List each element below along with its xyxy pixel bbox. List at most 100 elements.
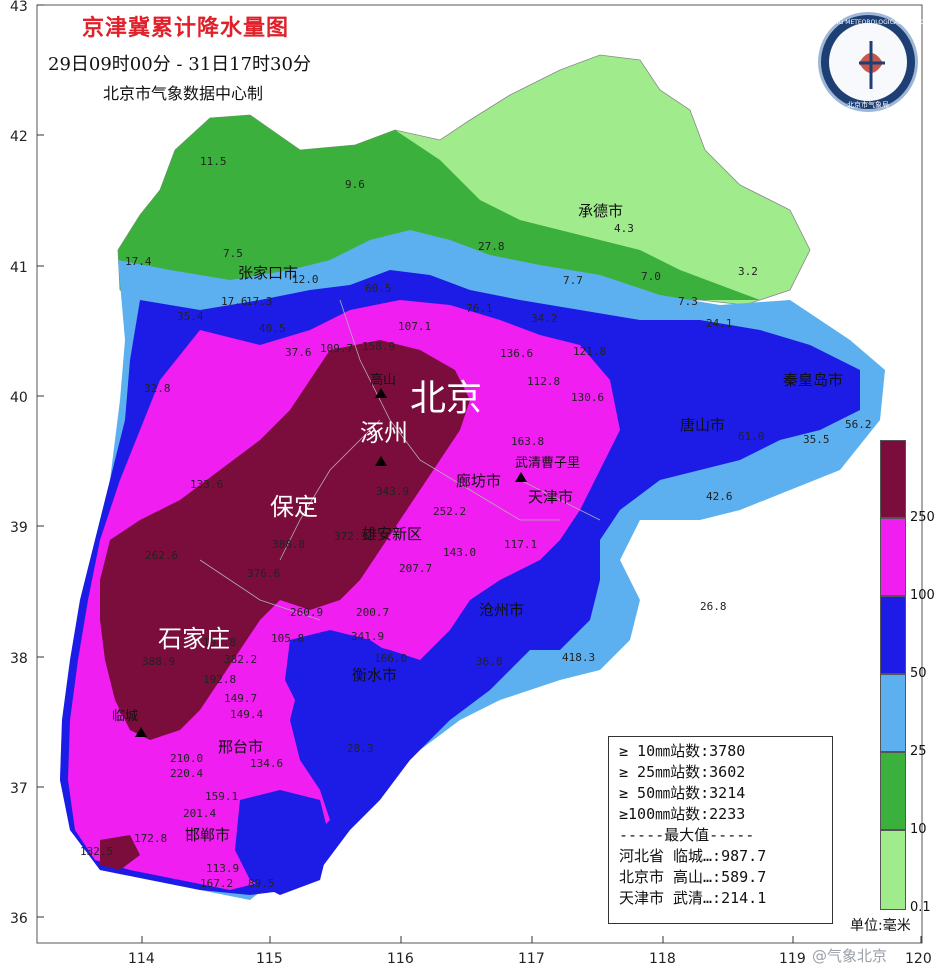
legend-seg-10 bbox=[880, 752, 906, 830]
map-producer: 北京市气象数据中心制 bbox=[103, 84, 264, 103]
station-value: 130.6 bbox=[571, 391, 604, 404]
station-value: 9.6 bbox=[345, 178, 365, 191]
zone-maroon-sw bbox=[100, 835, 140, 870]
station-value: 17.3 bbox=[246, 295, 273, 308]
label-handan: 邯郸市 bbox=[185, 826, 230, 844]
station-value: 121.8 bbox=[573, 345, 606, 358]
stat-100mm: ≥100㎜站数:2233 bbox=[619, 805, 746, 823]
x-tick: 120 bbox=[905, 951, 932, 967]
station-value: 382.2 bbox=[224, 653, 257, 666]
y-axis: 43 42 41 40 39 38 37 36 bbox=[10, 0, 44, 927]
station-value: 7.0 bbox=[641, 270, 661, 283]
station-value: 4.3 bbox=[614, 222, 634, 235]
y-tick: 41 bbox=[10, 260, 28, 276]
logo-text: BEIJING METEOROLOGICAL SERVICE bbox=[821, 19, 929, 26]
stat-hebei-max: 河北省 临城…:987.7 bbox=[619, 847, 767, 865]
zone-blue-hengshui bbox=[285, 630, 440, 760]
bms-logo: BEIJING METEOROLOGICAL SERVICE 北京市气象局 bbox=[818, 12, 929, 112]
wuqing-marker bbox=[515, 472, 527, 482]
logo-mark-icon bbox=[859, 41, 885, 89]
legend-label-0: 0.1 bbox=[910, 900, 931, 915]
stat-separator: -----最大值----- bbox=[619, 826, 755, 844]
label-tianjin: 天津市 bbox=[528, 488, 573, 506]
station-value: 149.7 bbox=[224, 692, 257, 705]
label-shijiazhuang: 石家庄 bbox=[158, 625, 230, 653]
stat-50mm: ≥ 50㎜站数:3214 bbox=[619, 784, 746, 802]
zone-green bbox=[118, 115, 760, 300]
map-title: 京津冀累计降水量图 bbox=[82, 16, 290, 41]
gaoshan-marker bbox=[375, 388, 387, 398]
legend-seg-100 bbox=[880, 518, 906, 596]
legend-label-250: 250 bbox=[910, 510, 935, 525]
station-value: 163.8 bbox=[511, 435, 544, 448]
station-value: 117.1 bbox=[504, 538, 537, 551]
station-value: 197.8 bbox=[203, 636, 236, 649]
legend-label-25: 25 bbox=[910, 744, 927, 759]
station-value: 167.2 bbox=[200, 877, 233, 890]
station-value: 134.6 bbox=[250, 757, 283, 770]
station-value: 192.8 bbox=[203, 673, 236, 686]
station-value: 11.5 bbox=[200, 155, 227, 168]
station-value: 143.0 bbox=[443, 546, 476, 559]
legend-label-10: 10 bbox=[910, 822, 927, 837]
label-chengde: 承德市 bbox=[578, 202, 623, 220]
station-value: 220.4 bbox=[170, 767, 203, 780]
lincheng-marker bbox=[135, 727, 147, 737]
station-value: 388.9 bbox=[142, 655, 175, 668]
x-tick: 116 bbox=[387, 951, 414, 967]
label-xingtai: 邢台市 bbox=[218, 738, 263, 756]
stats-box: ≥ 10㎜站数:3780 ≥ 25㎜站数:3602 ≥ 50㎜站数:3214 ≥… bbox=[608, 736, 833, 924]
y-tick: 37 bbox=[10, 781, 28, 797]
label-wuqing: 武清曹子里 bbox=[515, 456, 580, 471]
stat-tianjin-max: 天津市 武清…:214.1 bbox=[619, 889, 767, 907]
x-tick: 118 bbox=[649, 951, 676, 967]
stat-beijing-max: 北京市 高山…:589.7 bbox=[619, 868, 767, 886]
station-value: 35.4 bbox=[177, 310, 204, 323]
station-value: 172.8 bbox=[134, 832, 167, 845]
color-legend bbox=[880, 440, 906, 910]
station-value: 7.7 bbox=[563, 274, 583, 287]
station-value: 60.5 bbox=[365, 282, 392, 295]
label-zhuozhou: 涿州 bbox=[360, 419, 408, 447]
legend-unit: 单位:毫米 bbox=[850, 918, 911, 934]
station-value: 207.7 bbox=[399, 562, 432, 575]
station-value: 133.6 bbox=[190, 478, 223, 491]
label-qinhuangdao: 秦皇岛市 bbox=[783, 371, 843, 389]
station-value: 343.9 bbox=[376, 485, 409, 498]
label-xiongan: 雄安新区 bbox=[362, 525, 422, 543]
station-value: 136.6 bbox=[500, 347, 533, 360]
legend-seg-0 bbox=[880, 830, 906, 910]
label-langfang: 廊坊市 bbox=[456, 472, 501, 490]
label-tangshan: 唐山市 bbox=[680, 416, 725, 434]
station-value: 132.5 bbox=[80, 845, 113, 858]
station-value: 7.3 bbox=[678, 295, 698, 308]
legend-seg-25 bbox=[880, 674, 906, 752]
station-value: 12.0 bbox=[292, 273, 319, 286]
station-markers bbox=[135, 388, 527, 737]
station-value: 200.7 bbox=[356, 606, 389, 619]
station-values: 11.5 9.6 4.3 27.8 17.4 7.5 12.0 17.6 17.… bbox=[80, 155, 872, 890]
station-value: 158.9 bbox=[362, 340, 395, 353]
station-value: 166.0 bbox=[374, 652, 407, 665]
map-frame bbox=[36, 4, 923, 944]
station-value: 36.0 bbox=[476, 655, 503, 668]
station-value: 109.7 bbox=[320, 342, 353, 355]
legend-seg-50 bbox=[880, 596, 906, 674]
station-value: 113.9 bbox=[206, 862, 239, 875]
label-beijing: 北京 bbox=[410, 378, 482, 419]
y-tick: 40 bbox=[10, 390, 28, 406]
station-value: 26.8 bbox=[700, 600, 727, 613]
station-value: 107.1 bbox=[398, 320, 431, 333]
x-axis: 114 115 116 117 118 119 120 bbox=[128, 936, 932, 967]
station-value: 262.6 bbox=[145, 549, 178, 562]
y-tick: 36 bbox=[10, 911, 28, 927]
station-value: 37.6 bbox=[285, 346, 312, 359]
label-baoding: 保定 bbox=[270, 493, 318, 521]
logo-caption: 北京市气象局 bbox=[847, 101, 889, 109]
station-value: 89.5 bbox=[248, 877, 275, 890]
station-value: 210.0 bbox=[170, 752, 203, 765]
station-value: 3.2 bbox=[738, 265, 758, 278]
station-value: 418.3 bbox=[562, 651, 595, 664]
y-tick: 42 bbox=[10, 129, 28, 145]
